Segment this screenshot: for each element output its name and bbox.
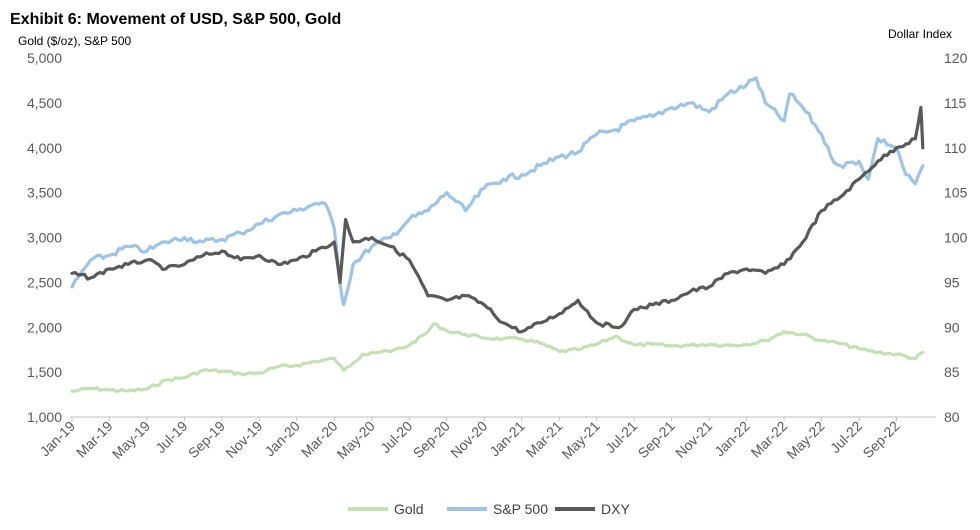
left-tick-label: 1,000 <box>27 409 62 425</box>
right-tick-label: 90 <box>944 319 960 335</box>
right-tick-label: 95 <box>944 274 960 290</box>
x-tick-label: Nov-20 <box>447 418 490 461</box>
legend: Gold S&P 500 DXY <box>348 501 630 517</box>
x-tick-label: Jan-22 <box>711 418 753 460</box>
right-tick-label: 80 <box>944 409 960 425</box>
left-tick-label: 4,500 <box>27 95 62 111</box>
x-tick-label: Mar-21 <box>523 418 566 461</box>
left-tick-label: 2,500 <box>27 274 62 290</box>
left-tick-label: 4,000 <box>27 140 62 156</box>
series-line-gold <box>70 322 925 393</box>
left-axis-title: Gold ($/oz), S&P 500 <box>18 34 132 48</box>
right-tick-label: 100 <box>944 230 968 246</box>
right-tick-label: 120 <box>944 50 968 66</box>
right-tick-label: 115 <box>944 95 967 111</box>
series-line-s-p-500 <box>70 76 925 307</box>
x-tick-label: Nov-21 <box>672 418 715 461</box>
x-tick-label: May-21 <box>558 418 602 462</box>
x-tick-label: Mar-20 <box>298 418 341 461</box>
left-tick-label: 3,000 <box>27 230 62 246</box>
x-tick-label: Mar-19 <box>73 418 116 461</box>
x-tick-label: May-19 <box>109 418 153 462</box>
left-tick-label: 2,000 <box>27 319 62 335</box>
right-axis-title: Dollar Index <box>888 27 952 41</box>
right-tick-label: 105 <box>944 185 968 201</box>
left-tick-label: 5,000 <box>27 50 62 66</box>
x-tick-label: Sep-21 <box>635 418 678 461</box>
x-tick-label: Sep-19 <box>185 418 228 461</box>
legend-label-s-p-500: S&P 500 <box>493 501 548 517</box>
right-axis-ticks: 80 85 90 95 100 105 110 115 120 <box>944 50 968 425</box>
x-tick-label: May-22 <box>783 418 827 462</box>
left-tick-label: 1,500 <box>27 364 62 380</box>
x-tick-label: Mar-22 <box>748 418 791 461</box>
x-tick-label: Sep-22 <box>859 418 902 461</box>
x-tick-label: Nov-19 <box>222 418 265 461</box>
x-tick-label: Jan-20 <box>261 418 303 460</box>
series-line-dxy <box>70 105 925 334</box>
left-axis-ticks: 1,000 1,500 2,000 2,500 3,000 3,500 4,000 4,500… <box>27 50 62 425</box>
legend-label-gold: Gold <box>394 501 424 517</box>
series-lines <box>70 76 925 393</box>
chart-title: Exhibit 6: Movement of USD, S&P 500, Gol… <box>10 11 341 28</box>
left-tick-label: 3,500 <box>27 185 62 201</box>
legend-label-dxy: DXY <box>601 501 630 517</box>
x-tick-label: May-20 <box>334 418 378 462</box>
right-tick-label: 85 <box>944 364 960 380</box>
right-tick-label: 110 <box>944 140 967 156</box>
x-tick-label: Sep-20 <box>410 418 453 461</box>
x-tick-label: Jan-21 <box>486 418 528 460</box>
